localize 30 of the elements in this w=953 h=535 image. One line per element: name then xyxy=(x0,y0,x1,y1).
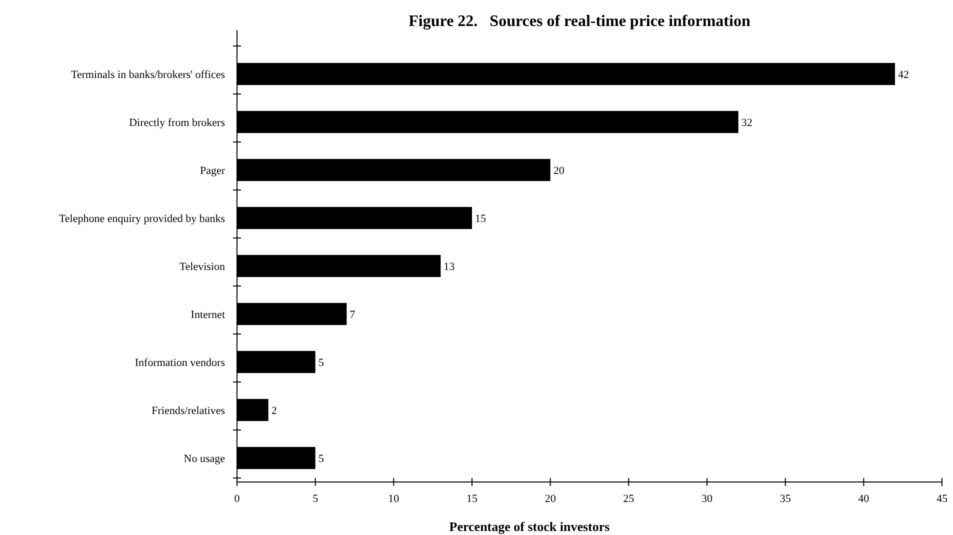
y-tick-label: Pager xyxy=(200,164,226,177)
data-label: 32 xyxy=(741,116,752,129)
y-tick-label: Directly from brokers xyxy=(129,116,225,129)
x-tick-label: 5 xyxy=(312,493,319,505)
data-label: 13 xyxy=(444,260,456,273)
x-tick-label: 35 xyxy=(780,493,792,505)
chart-title: Figure 22. Sources of real-time price information xyxy=(408,13,750,30)
x-tick-label: 40 xyxy=(858,493,870,505)
y-tick-label: Internet xyxy=(190,308,225,321)
y-tick-label: Information vendors xyxy=(134,356,225,369)
y-tick-label: Friends/relatives xyxy=(152,404,225,417)
y-tick-label: Terminals in banks/brokers' offices xyxy=(70,68,225,81)
data-label: 2 xyxy=(271,404,277,417)
x-tick-label: 0 xyxy=(234,493,240,505)
data-label: 20 xyxy=(553,164,565,177)
y-tick-label: Television xyxy=(179,260,226,273)
data-label: 5 xyxy=(318,452,324,465)
x-tick-label: 15 xyxy=(466,493,478,505)
y-tick-label: No usage xyxy=(184,452,226,465)
x-tick-label: 25 xyxy=(623,493,635,505)
data-label: 42 xyxy=(898,68,909,81)
x-axis-title: Percentage of stock investors xyxy=(449,519,610,534)
x-tick-label: 10 xyxy=(388,493,400,505)
x-tick-label: 30 xyxy=(702,493,713,505)
x-tick-label: 20 xyxy=(544,493,556,505)
data-label: 5 xyxy=(318,356,324,369)
x-tick-label: 45 xyxy=(936,493,948,505)
data-label: 15 xyxy=(475,212,486,225)
data-label: 7 xyxy=(350,308,356,321)
y-tick-label: Telephone enquiry provided by banks xyxy=(58,212,225,225)
